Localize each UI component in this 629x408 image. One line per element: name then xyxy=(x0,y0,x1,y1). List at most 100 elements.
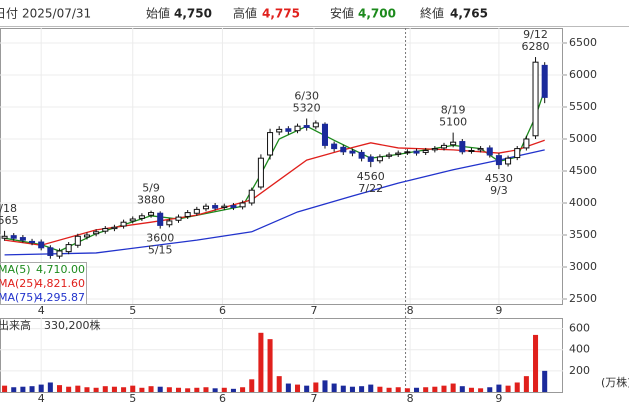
candle-body xyxy=(138,215,145,219)
volume-bar xyxy=(240,387,246,392)
candle-body xyxy=(495,155,502,166)
candle-body xyxy=(193,208,200,214)
volume-bar xyxy=(166,387,172,392)
candle-body xyxy=(303,125,310,128)
volume-bar xyxy=(285,383,291,392)
candle-body xyxy=(358,151,365,159)
candle-body xyxy=(321,123,329,146)
volume-bar xyxy=(368,384,374,392)
annotation: 5/15 xyxy=(148,244,173,257)
candle-body xyxy=(212,205,219,209)
volume-bar xyxy=(139,387,145,392)
candle-body xyxy=(111,226,118,230)
candle-body xyxy=(1,235,8,239)
volume-tick-label: 200 xyxy=(569,364,590,377)
annotation: 7/22 xyxy=(358,182,383,195)
y-tick-label: 2500 xyxy=(569,292,597,305)
volume-bar xyxy=(404,388,410,392)
candle-body xyxy=(166,220,173,226)
y-tick-label: 4000 xyxy=(569,196,597,209)
annotation: 9/12 xyxy=(523,28,548,41)
candle-body xyxy=(29,240,36,244)
volume-bar xyxy=(249,379,255,392)
candle-body xyxy=(349,150,356,154)
candle-body xyxy=(413,150,420,154)
candle-body xyxy=(523,138,530,149)
x-tick-label: 9 xyxy=(495,392,502,405)
volume-bar xyxy=(111,386,117,392)
candle-body xyxy=(65,244,72,253)
volume-bar xyxy=(29,386,35,392)
volume-bar xyxy=(450,383,456,392)
volume-bar xyxy=(542,370,548,392)
candle-body xyxy=(248,189,255,204)
y-tick-label: 5000 xyxy=(569,132,597,145)
candle-body xyxy=(83,234,90,238)
annotation: 5320 xyxy=(293,102,321,115)
volume-bar xyxy=(102,386,108,392)
candle-body xyxy=(56,250,63,257)
x-tick-label: 4 xyxy=(38,392,45,405)
volume-bar xyxy=(478,388,484,392)
y-tick-label: 6000 xyxy=(569,68,597,81)
candle-body xyxy=(239,202,246,208)
volume-tick-label: 400 xyxy=(569,343,590,356)
volume-bar xyxy=(20,386,26,392)
legend-name: MA(75) xyxy=(0,291,38,304)
candle-body xyxy=(294,125,301,132)
volume-bar xyxy=(221,387,227,392)
candle-body xyxy=(532,61,539,137)
candle-body xyxy=(184,212,191,217)
chart-layer: 日付 2025/07/31 始値 4,750 高値 4,775 安値 4,700 終値 4,765… xyxy=(0,6,629,405)
candle-body xyxy=(38,241,45,249)
volume-bar xyxy=(121,387,127,392)
header-value: 4,750 xyxy=(174,7,212,21)
annotation: 4560 xyxy=(357,170,385,183)
annotation: 8/19 xyxy=(441,104,466,117)
annotation: 3565 xyxy=(0,214,19,227)
candle-body xyxy=(422,150,429,153)
y-tick-label: 4500 xyxy=(569,164,597,177)
volume-bar xyxy=(468,387,474,392)
x-tick-label: 7 xyxy=(310,392,317,405)
candle-body xyxy=(74,235,81,246)
candle-body xyxy=(120,221,127,227)
candle-body xyxy=(202,205,209,210)
header-value: 4,700 xyxy=(358,7,396,21)
volume-bar xyxy=(157,386,163,392)
candle-body xyxy=(47,247,54,256)
candle-body xyxy=(486,147,493,156)
volume-bar xyxy=(84,387,90,392)
volume-bar xyxy=(505,385,511,392)
candle-body xyxy=(514,148,521,159)
volume-frame xyxy=(0,318,563,393)
volume-bar xyxy=(487,387,493,392)
candle-body xyxy=(404,151,411,154)
volume-bar xyxy=(185,388,191,392)
volume-bar xyxy=(414,387,420,392)
candle-body xyxy=(312,122,319,128)
annotation: 6280 xyxy=(522,40,550,53)
volume-bar xyxy=(203,387,209,392)
volume-bar xyxy=(258,332,264,392)
candle-body xyxy=(102,228,109,232)
volume-bar xyxy=(212,388,218,392)
candle-body xyxy=(267,132,274,156)
candle-body xyxy=(93,231,100,235)
header-value: 4,765 xyxy=(450,7,488,21)
volume-bar xyxy=(267,339,273,392)
candle-body xyxy=(440,144,448,149)
volume-bar xyxy=(432,386,438,392)
volume-bar xyxy=(66,386,72,392)
y-tick-label: 3000 xyxy=(569,260,597,273)
candle-body xyxy=(395,152,402,155)
x-tick-label: 6 xyxy=(219,304,226,317)
header-label: 安値 xyxy=(330,6,354,21)
legend-name: MA(25) xyxy=(0,277,38,290)
header-label: 始値 xyxy=(146,6,170,21)
candle-body xyxy=(148,212,155,216)
candle-body xyxy=(367,156,374,162)
y-tick-label: 5500 xyxy=(569,100,597,113)
volume-unit: (万株) xyxy=(601,375,629,389)
